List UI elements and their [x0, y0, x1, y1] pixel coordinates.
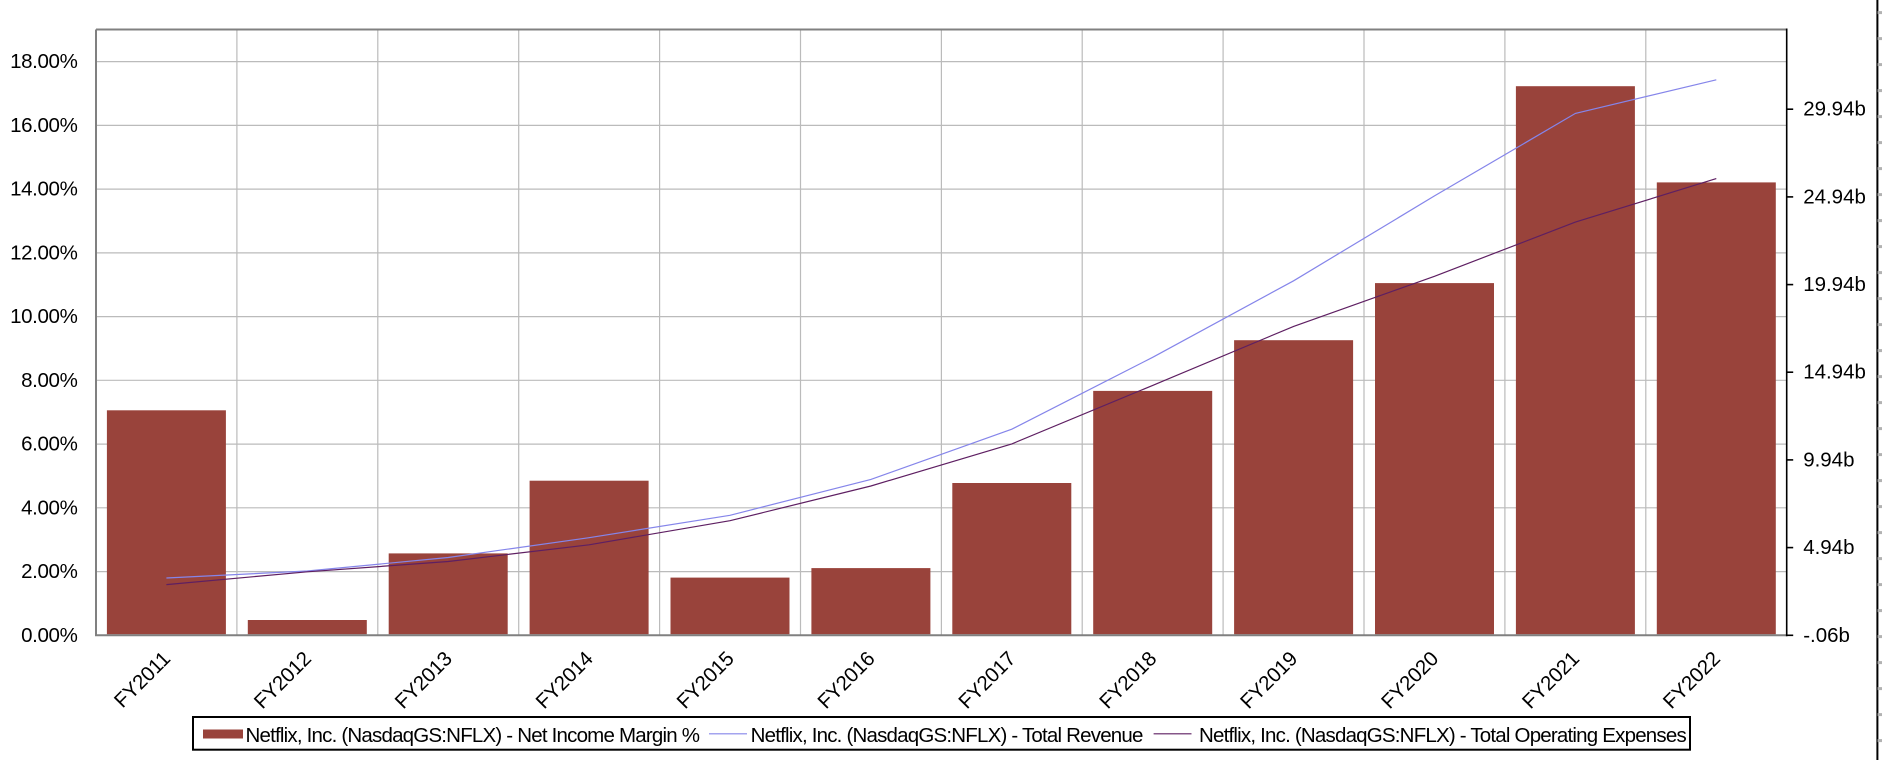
svg-text:19.94b: 19.94b — [1803, 273, 1866, 296]
svg-text:0.00%: 0.00% — [21, 624, 77, 647]
svg-text:29.94b: 29.94b — [1803, 98, 1866, 121]
svg-text:6.00%: 6.00% — [21, 433, 77, 456]
svg-text:14.00%: 14.00% — [10, 178, 78, 201]
svg-text:16.00%: 16.00% — [10, 114, 78, 137]
svg-text:14.94b: 14.94b — [1803, 361, 1866, 384]
svg-text:-.06b: -.06b — [1803, 624, 1850, 647]
svg-text:10.00%: 10.00% — [10, 305, 78, 328]
svg-text:18.00%: 18.00% — [10, 50, 78, 73]
svg-text:Netflix, Inc. (NasdaqGS:NFLX): Netflix, Inc. (NasdaqGS:NFLX) - Net Inco… — [246, 724, 700, 747]
svg-text:2.00%: 2.00% — [21, 560, 77, 583]
svg-text:Netflix, Inc. (NasdaqGS:NFLX): Netflix, Inc. (NasdaqGS:NFLX) - Total Op… — [1199, 724, 1686, 747]
svg-text:12.00%: 12.00% — [10, 241, 78, 264]
svg-text:24.94b: 24.94b — [1803, 185, 1866, 208]
svg-text:4.94b: 4.94b — [1803, 536, 1854, 559]
svg-text:Netflix, Inc. (NasdaqGS:NFLX): Netflix, Inc. (NasdaqGS:NFLX) - Total Re… — [751, 724, 1143, 747]
svg-text:4.00%: 4.00% — [21, 496, 77, 519]
svg-text:8.00%: 8.00% — [21, 369, 77, 392]
svg-text:9.94b: 9.94b — [1803, 448, 1854, 471]
